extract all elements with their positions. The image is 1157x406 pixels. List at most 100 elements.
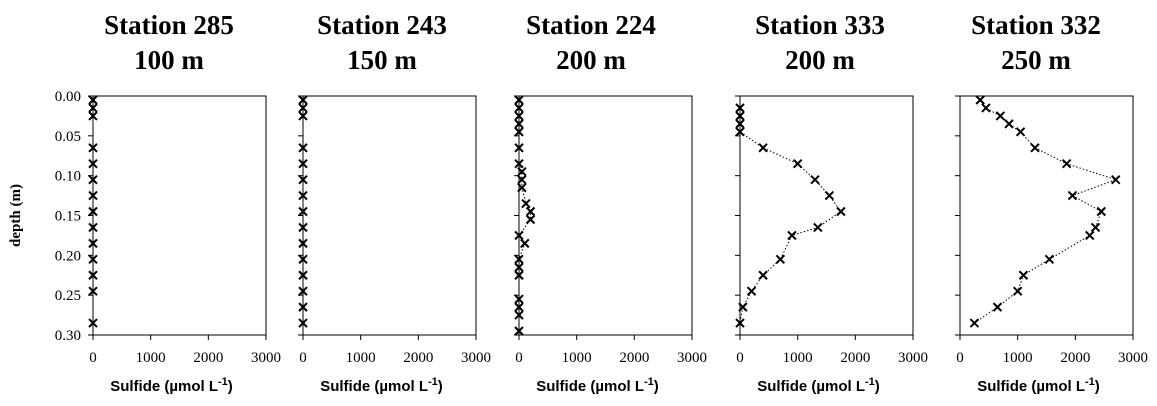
data-point-marker xyxy=(1015,127,1026,137)
data-point-marker xyxy=(735,119,745,129)
data-point-marker xyxy=(1030,143,1040,153)
y-tick-label: 0.20 xyxy=(55,248,81,264)
data-point-marker xyxy=(969,318,980,328)
x-tick-label: 2000 xyxy=(403,350,433,366)
data-point-marker xyxy=(746,286,757,296)
data-point-marker xyxy=(525,206,536,217)
data-point-marker xyxy=(88,270,98,280)
panel-subtitle: 200 m xyxy=(785,45,855,75)
x-tick-label: 1000 xyxy=(136,350,166,366)
data-point-marker xyxy=(298,286,308,296)
data-point-marker xyxy=(88,103,98,113)
data-point-marker xyxy=(514,254,524,265)
data-point-marker xyxy=(1096,206,1106,217)
plot-frame xyxy=(92,95,267,336)
panel-title: Station 224 xyxy=(526,10,656,40)
data-point-marker xyxy=(514,310,524,320)
data-point-marker xyxy=(758,143,768,153)
data-point-marker xyxy=(735,127,745,137)
data-point-marker xyxy=(514,326,524,336)
data-point-marker xyxy=(735,111,745,121)
x-tick-label: 2000 xyxy=(193,350,223,366)
data-point-marker xyxy=(514,143,524,153)
data-point-marker xyxy=(298,111,308,121)
data-point-marker xyxy=(88,318,98,328)
data-point-marker xyxy=(514,262,524,272)
data-point-marker xyxy=(975,95,985,105)
data-point-marker xyxy=(1044,254,1055,265)
data-point-marker xyxy=(88,254,98,265)
data-point-marker xyxy=(298,270,308,280)
x-tick-label: 2000 xyxy=(619,350,649,366)
data-point-marker xyxy=(1090,222,1101,233)
data-point-marker xyxy=(758,270,768,280)
data-point-marker xyxy=(735,318,745,328)
data-point-marker xyxy=(520,238,530,249)
data-point-marker xyxy=(514,302,524,312)
data-point-marker xyxy=(298,190,308,201)
data-point-marker xyxy=(787,230,797,241)
data-point-marker xyxy=(1085,230,1095,241)
data-point-marker xyxy=(735,103,745,113)
data-point-marker xyxy=(298,143,308,153)
data-point-marker xyxy=(514,159,524,169)
data-point-marker xyxy=(1004,119,1014,129)
y-tick-label: 0.15 xyxy=(55,209,81,225)
panel-subtitle: 100 m xyxy=(134,45,204,75)
data-point-marker xyxy=(824,190,835,201)
x-tick-label: 1000 xyxy=(783,350,813,366)
panel-title: Station 333 xyxy=(755,10,885,40)
data-point-marker xyxy=(88,222,98,233)
x-tick-label: 0 xyxy=(956,350,964,366)
y-tick-label: 0.05 xyxy=(55,129,81,145)
data-point-marker xyxy=(514,294,524,304)
panel-title: Station 285 xyxy=(104,10,234,40)
data-point-marker xyxy=(88,190,98,201)
x-tick-label: 3000 xyxy=(677,350,707,366)
data-point-marker xyxy=(514,119,524,129)
x-tick-label: 1000 xyxy=(562,350,592,366)
data-point-marker xyxy=(298,254,308,265)
data-point-marker xyxy=(298,318,308,328)
data-point-marker xyxy=(1061,159,1072,169)
data-point-marker xyxy=(1012,286,1023,296)
x-tick-label: 0 xyxy=(299,350,307,366)
panel-title: Station 243 xyxy=(317,10,447,40)
data-point-marker xyxy=(517,166,527,177)
data-point-marker xyxy=(1110,174,1121,185)
x-axis-label: Sulfide (µmol L-1) xyxy=(536,376,659,395)
data-point-marker xyxy=(525,214,536,225)
x-tick-label: 2000 xyxy=(840,350,870,366)
data-point-marker xyxy=(981,103,991,113)
panel-5: Station 332 250 m 0 1000 2000 3000 Sulfide (µm… xyxy=(955,10,1148,395)
data-point-marker xyxy=(88,286,98,296)
data-point-marker xyxy=(810,174,820,185)
y-tick-label: 0.30 xyxy=(55,328,81,344)
x-axis-label: Sulfide (µmol L-1) xyxy=(977,376,1100,395)
panel-title: Station 332 xyxy=(971,10,1101,40)
data-point-marker xyxy=(298,222,308,233)
plot-frame xyxy=(518,95,693,336)
data-point-marker xyxy=(88,95,98,105)
plot-frame xyxy=(302,95,477,336)
y-axis-label: depth (m) xyxy=(8,184,24,247)
data-point-marker xyxy=(298,174,308,185)
x-tick-label: 2000 xyxy=(1060,350,1090,366)
panel-3: Station 224 200 m 0 1000 2000 3000 Sulfide (µm… xyxy=(514,10,707,395)
plot-frame xyxy=(739,95,914,336)
data-point-marker xyxy=(298,103,308,113)
series-line xyxy=(739,107,842,324)
x-tick-label: 0 xyxy=(736,350,744,366)
panel-2: Station 243 150 m 0 1000 2000 3000 Sulfide (µm… xyxy=(298,10,491,395)
data-point-marker xyxy=(517,174,527,185)
data-point-marker xyxy=(521,198,531,209)
x-tick-label: 1000 xyxy=(1003,350,1033,366)
data-point-marker xyxy=(514,95,524,105)
data-point-marker xyxy=(1018,270,1029,280)
series-line xyxy=(518,99,532,332)
data-point-marker xyxy=(775,254,786,265)
x-tick-label: 3000 xyxy=(1118,350,1148,366)
data-point-marker xyxy=(514,103,524,113)
data-point-marker xyxy=(1067,190,1078,201)
